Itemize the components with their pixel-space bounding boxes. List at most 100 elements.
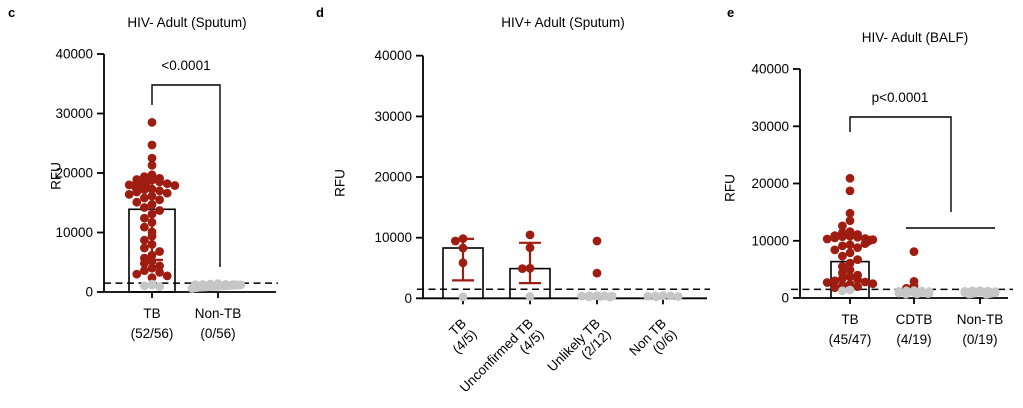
tb-positive-point [451, 236, 460, 246]
tb-positive-point [853, 275, 862, 285]
x-category-label-non-tb: Non-TB [957, 312, 1004, 327]
tb-positive-point [822, 234, 832, 244]
tb-positive-point [147, 184, 157, 194]
tb-positive-point [147, 256, 157, 266]
axes [103, 54, 276, 293]
tb-positive-point [140, 243, 149, 253]
panel-d-y-axis-label: RFU [332, 169, 348, 197]
x-category-label-tb: TB [143, 306, 160, 321]
tb-positive-point [155, 177, 165, 187]
x-category-count-cdtb: (4/19) [896, 332, 931, 347]
tb-positive-point [845, 216, 855, 226]
tb-positive-point [830, 245, 840, 255]
unlikely-tb-negative-point [584, 292, 594, 302]
x-category-label-tb: TB [841, 312, 858, 327]
tb-positive-point [830, 233, 840, 243]
y-tick-label: 10000 [55, 225, 93, 240]
significance-bracket [151, 84, 221, 267]
tb-positive-point [170, 181, 180, 190]
non-tb-negative-point [187, 284, 197, 293]
panel-letter-c: c [8, 5, 16, 20]
y-tick-label: 0 [781, 291, 789, 306]
tb-positive-point [853, 243, 862, 253]
tb-positive-point [147, 209, 157, 219]
tb-negative-point [458, 292, 468, 302]
tb-positive-point [845, 231, 855, 241]
tb-positive-point [458, 234, 468, 244]
tb-positive-point [458, 258, 468, 268]
tb-positive-point [147, 191, 157, 201]
y-tick-label: 40000 [374, 48, 412, 63]
panel-e-y-axis-label: RFU [722, 174, 738, 202]
panel-d-title: HIV+ Adult (Sputum) [501, 15, 625, 30]
cdtb-negative-point [894, 288, 904, 298]
tb-positive-point [124, 180, 134, 190]
cdtb-positive-point [909, 247, 919, 256]
tb-positive-point [140, 266, 149, 275]
tb-positive-point [147, 118, 157, 127]
panel-e-significance-label: p<0.0001 [871, 90, 929, 105]
tb-positive-point [155, 261, 165, 271]
tb-positive-point [140, 193, 149, 203]
tb-positive-point [162, 179, 172, 189]
panel-c-plot: 0 10000 20000 30000 40000 TB (52/56) Non-TB (0/5… [55, 47, 278, 341]
tb-positive-point [838, 241, 847, 251]
tb-positive-point [155, 206, 165, 215]
panel-letter-e: e [727, 5, 735, 20]
tb-positive-point [140, 185, 149, 195]
tb-positive-point [838, 221, 847, 231]
tb-positive-point [140, 203, 149, 212]
x-category-label-cdtb: CDTB [896, 312, 933, 327]
tb-positive-point [155, 247, 165, 256]
tb-positive-point [822, 278, 832, 287]
non-tb-negative-point [651, 292, 661, 302]
unconfirmed-tb-negative-point [525, 292, 535, 301]
tb-positive-point [830, 283, 840, 293]
x-category-count-non-tb: (0/19) [962, 332, 997, 347]
non-tb-negative-point [666, 291, 675, 301]
non-tb-negative-point [981, 289, 991, 299]
tb-positive-point [147, 240, 157, 249]
tb-positive-point [132, 187, 142, 197]
unconfirmed-tb-positive-point [525, 243, 535, 253]
x-category-label-non-tb: Non TB(0/6) [626, 316, 679, 369]
panel-letter-d: d [316, 5, 324, 20]
unlikely-tb-positive-point [592, 268, 602, 278]
non-tb-negative-point [658, 291, 668, 300]
tb-positive-point [147, 218, 157, 227]
tb-positive-point [845, 186, 855, 196]
tb-positive-point [155, 186, 165, 196]
tb-positive-point [147, 200, 157, 209]
y-tick-label: 30000 [751, 119, 789, 134]
tb-positive-point [458, 243, 468, 253]
cdtb-negative-point [923, 289, 933, 298]
tb-positive-point [162, 188, 172, 198]
y-tick-label: 10000 [751, 233, 789, 248]
panel-e-plot: 0 10000 20000 30000 40000 TB (45/47) CDTB (4/19)… [751, 62, 1013, 347]
unconfirmed-tb-positive-point [525, 263, 535, 273]
tb-positive-point [140, 259, 149, 268]
x-category-label-tb: TB(4/5) [439, 316, 480, 357]
unlikely-tb-negative-point [605, 292, 615, 302]
unlikely-tb-negative-point [577, 291, 587, 301]
tb-positive-point [853, 255, 862, 264]
y-tick-label: 30000 [55, 106, 93, 121]
y-tick-label: 20000 [374, 170, 412, 185]
y-tick-label: 40000 [751, 62, 789, 77]
tb-positive-point [853, 282, 862, 291]
panel-e-title: HIV- Adult (BALF) [861, 30, 969, 45]
tb-negative-point [147, 280, 157, 290]
tb-positive-point [845, 248, 855, 258]
tb-positive-point [147, 273, 157, 283]
tb-negative-point [155, 282, 165, 291]
cdtb-negative-point [912, 289, 922, 299]
tb-positive-point [147, 263, 157, 273]
panel-c-y-axis-label: RFU [48, 162, 64, 190]
panel-d-plot: 010000200003000040000TB(4/5)Unconfirmed … [374, 48, 710, 395]
tb-positive-point [838, 262, 847, 271]
tb-positive-point [155, 268, 165, 277]
tb-negative-point [140, 281, 149, 291]
tb-positive-point [140, 213, 149, 223]
y-tick-label: 20000 [55, 166, 93, 181]
tb-positive-point [838, 232, 847, 242]
